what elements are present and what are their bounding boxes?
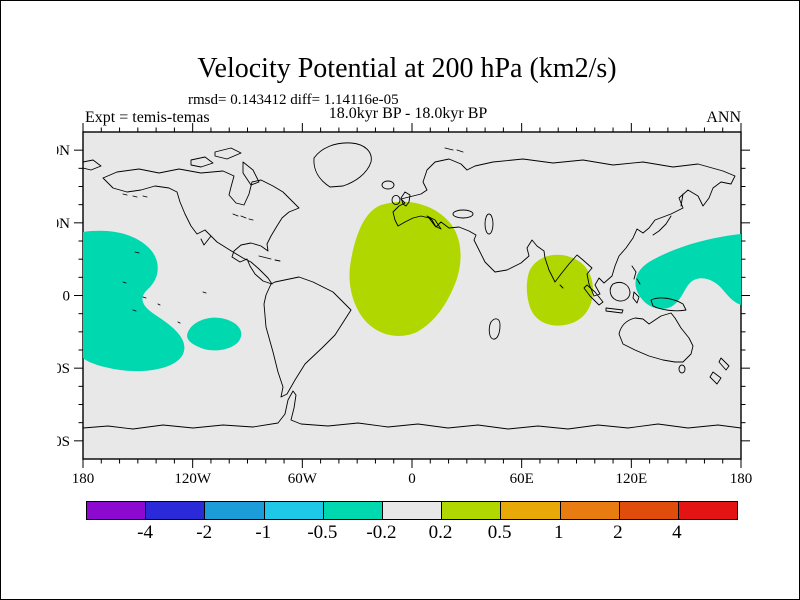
coast-chukotka-west [83, 159, 102, 171]
region-southeast-pacific [187, 317, 242, 351]
axis-tick-label: 40N [57, 216, 70, 232]
axis-tick-label: 80S [57, 434, 70, 450]
region-india-indian-ocean [526, 254, 593, 326]
axis-tick-label: 120E [615, 471, 647, 487]
colorbar-boundary-label: 4 [672, 522, 682, 543]
axis-tick-label: 180 [72, 471, 95, 487]
coast-new-zealand [709, 357, 730, 385]
axis-tick-label: 80N [57, 143, 70, 159]
coast-south-america [263, 276, 352, 398]
colorbar-boundary-label: 0.2 [428, 522, 453, 543]
colorbar-boundary-label: -1 [255, 522, 272, 543]
colorbar-boundary-label: -0.5 [307, 522, 338, 543]
colorbar-cell [677, 502, 738, 519]
colorbar-cell [263, 502, 323, 519]
coast-british-isles [391, 191, 411, 207]
coast-great-lakes [232, 213, 254, 221]
colorbar-cell [500, 502, 560, 519]
plot-title: Velocity Potential at 200 hPa (km2/s) [197, 53, 617, 84]
season-label: ANN [706, 109, 741, 126]
coast-north-america [102, 168, 300, 285]
period-line: 18.0kyr BP - 18.0kyr BP [328, 105, 488, 122]
coast-australia [618, 312, 694, 374]
colorbar [86, 501, 738, 520]
colorbar-boundary-label: 2 [613, 522, 623, 543]
stats-line: rmsd= 0.143412 diff= 1.14116e-05 [188, 92, 399, 108]
colorbar-boundary-label: -2 [196, 522, 213, 543]
coast-caribbean [258, 255, 281, 262]
colorbar-boundary-label: 1 [553, 522, 564, 543]
coast-sri-lanka [559, 284, 564, 289]
coast-japan [652, 193, 684, 236]
region-central-south-pacific [83, 230, 185, 372]
coast-arctic-islands [190, 147, 464, 186]
coast-antarctica [83, 390, 741, 430]
coast-eurasia [392, 158, 736, 297]
coast-caspian-sea [484, 213, 494, 235]
colorbar-labels: -4 -2 -1 -0.5 -0.2 0.2 0.5 1 2 4 [86, 522, 736, 548]
coast-java [605, 307, 624, 314]
coastlines [83, 142, 741, 430]
colorbar-cell [441, 502, 501, 519]
world-map-svg: 180 120W 60W 0 60E 120E 180 80N 40N 0 40S 80S [57, 123, 752, 487]
axis-tick-label: 120W [174, 471, 212, 487]
experiment-label: Expt = temis-temas [85, 109, 210, 126]
axis-tick-label: 0 [63, 289, 71, 305]
colorbar-cell [145, 502, 205, 519]
coast-philippines [631, 265, 641, 285]
axis-tick-label: 60W [288, 471, 318, 487]
coast-madagascar [488, 318, 501, 340]
colorbar-cell [381, 502, 442, 519]
coast-sulawesi [632, 291, 640, 304]
axis-ticks [74, 123, 750, 468]
axis-tick-label: 180 [730, 471, 753, 487]
region-north-africa-europe [349, 201, 461, 336]
colorbar-cell [322, 502, 382, 519]
coast-pacific-islands [122, 193, 207, 324]
colorbar-cell [618, 502, 678, 519]
axis-tick-labels: 180 120W 60W 0 60E 120E 180 80N 40N 0 40S 80S [57, 143, 752, 487]
colorbar-boundary-label: -0.2 [366, 522, 397, 543]
axis-tick-label: 40S [57, 361, 70, 377]
region-west-pacific-maritime-continent [635, 234, 741, 309]
coast-borneo [609, 281, 631, 302]
colorbar-boundary-label: -4 [137, 522, 153, 543]
axis-tick-label: 0 [408, 471, 416, 487]
axis-tick-label: 60E [510, 471, 534, 487]
coast-new-guinea [650, 297, 687, 312]
contour-regions [83, 201, 741, 372]
coast-black-sea [452, 209, 474, 219]
coast-greenland [313, 142, 372, 188]
colorbar-cell [559, 502, 619, 519]
coast-iceland [381, 180, 395, 190]
coast-sumatra [583, 284, 604, 306]
colorbar-cell [87, 502, 146, 519]
colorbar-cell [204, 502, 264, 519]
colorbar-boundary-label: 0.5 [487, 522, 512, 543]
